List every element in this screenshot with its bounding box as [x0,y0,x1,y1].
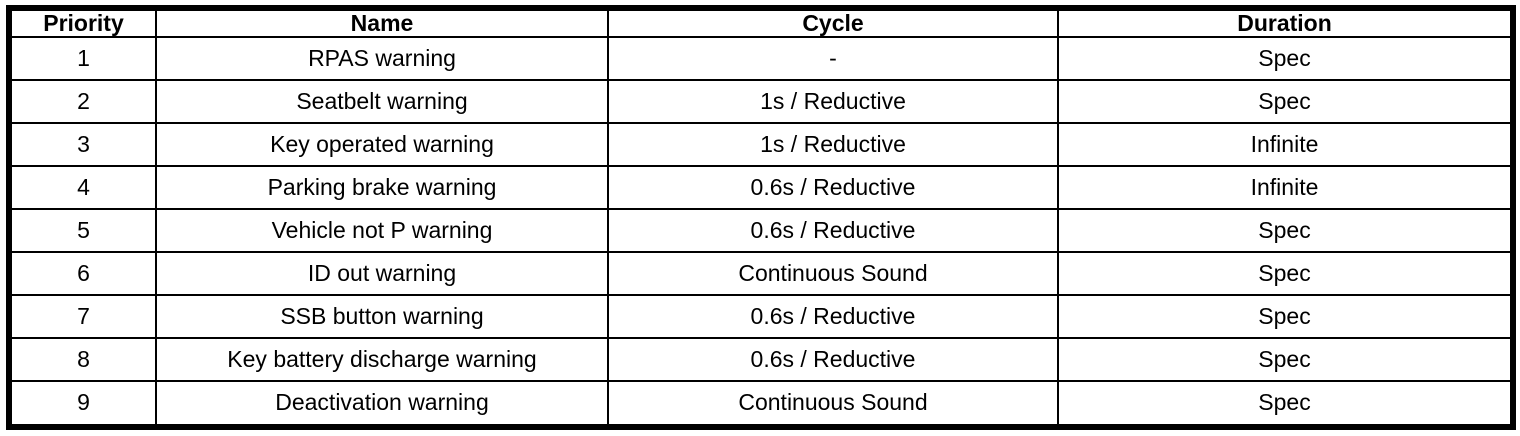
table-row: 8 Key battery discharge warning 0.6s / Red… [8,336,1514,382]
table-cell-duration: Infinite [1057,122,1514,168]
table-cell-priority: 4 [8,165,157,211]
table-cell-name: Key operated warning [155,122,609,168]
table-cell-name: SSB button warning [155,293,609,339]
table-row: 5 Vehicle not P warning 0.6s / Reductive Sp… [8,208,1514,253]
table-cell-priority: 7 [8,293,157,339]
table-row: 4 Parking brake warning 0.6s / Reductive In… [8,165,1514,211]
table-cell-priority: 6 [8,250,157,296]
table-cell-duration: Spec [1057,336,1514,382]
table-cell-duration: Spec [1057,208,1514,253]
table-cell-cycle: Continuous Sound [607,379,1059,429]
table-header: Priority Name Cycle Duration [8,6,1514,39]
table-cell-duration: Infinite [1057,165,1514,211]
table-cell-duration: Spec [1057,293,1514,339]
table-cell-name: Deactivation warning [155,379,609,429]
table-row: 2 Seatbelt warning 1s / Reductive Spec [8,79,1514,125]
table-cell-cycle: 0.6s / Reductive [607,293,1059,339]
table-row: 1 RPAS warning - Spec [8,36,1514,82]
table-cell-cycle: 1s / Reductive [607,122,1059,168]
column-header-cycle: Cycle [607,6,1059,39]
table-cell-name: RPAS warning [155,36,609,82]
table-cell-duration: Spec [1057,36,1514,82]
table-row: 9 Deactivation warning Continuous Sound Spe… [8,379,1514,429]
column-header-name: Name [155,6,609,39]
table-row: 7 SSB button warning 0.6s / Reductive Spec [8,293,1514,339]
table-cell-duration: Spec [1057,79,1514,125]
table-cell-priority: 2 [8,79,157,125]
table-cell-name: Seatbelt warning [155,79,609,125]
table-cell-duration: Spec [1057,250,1514,296]
table-cell-cycle: - [607,36,1059,82]
column-header-priority: Priority [8,6,157,39]
table-row: 6 ID out warning Continuous Sound Spec [8,250,1514,296]
table-cell-cycle: 0.6s / Reductive [607,208,1059,253]
table-body: 1 RPAS warning - Spec 2 Seatbelt warning 1s / … [8,36,1514,429]
table-cell-name: Parking brake warning [155,165,609,211]
header-row: Priority Name Cycle Duration [8,6,1514,39]
table-cell-priority: 1 [8,36,157,82]
table-cell-name: Vehicle not P warning [155,208,609,253]
table-cell-priority: 5 [8,208,157,253]
table-row: 3 Key operated warning 1s / Reductive Infin… [8,122,1514,168]
table-cell-name: ID out warning [155,250,609,296]
column-header-duration: Duration [1057,6,1514,39]
table-cell-cycle: 0.6s / Reductive [607,336,1059,382]
table-cell-priority: 3 [8,122,157,168]
table-cell-priority: 9 [8,379,157,429]
warning-priority-table: Priority Name Cycle Duration 1 RPAS warning -… [6,5,1516,430]
table-cell-cycle: Continuous Sound [607,250,1059,296]
table-cell-priority: 8 [8,336,157,382]
table-cell-cycle: 1s / Reductive [607,79,1059,125]
table-cell-name: Key battery discharge warning [155,336,609,382]
table-cell-cycle: 0.6s / Reductive [607,165,1059,211]
table-cell-duration: Spec [1057,379,1514,429]
